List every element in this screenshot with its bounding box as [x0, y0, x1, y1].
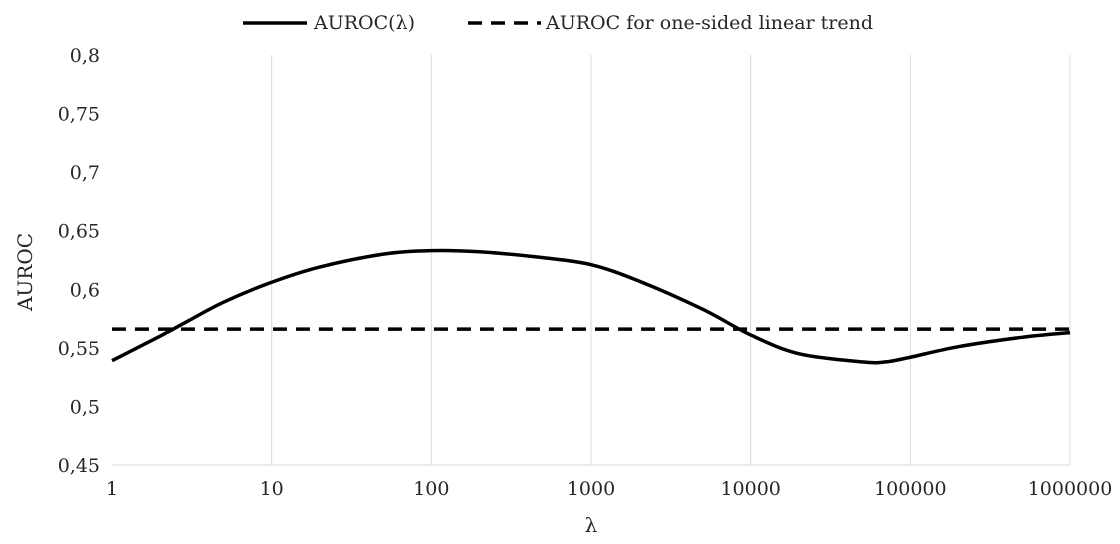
y-tick-label: 0,6 [70, 279, 100, 301]
x-tick-label: 10 [260, 478, 284, 500]
y-axis-title: AUROC [13, 233, 37, 312]
y-tick-label: 0,55 [58, 338, 100, 360]
legend: AUROC(λ) AUROC for one-sided linear tren… [243, 12, 873, 34]
y-tick-label: 0,5 [70, 396, 100, 418]
x-axis-title: λ [585, 513, 598, 537]
y-tick-label: 0,7 [70, 162, 100, 184]
x-tick-label: 1 [106, 478, 118, 500]
x-tick-label: 100 [413, 478, 449, 500]
y-tick-label: 0,8 [70, 45, 100, 67]
x-tick-label: 10000 [720, 478, 780, 500]
x-tick-label: 1000000 [1028, 478, 1113, 500]
x-tick-label: 1000 [567, 478, 615, 500]
y-tick-label: 0,75 [58, 104, 100, 126]
series-line-auroc-lambda [111, 248, 1071, 365]
legend-label-one-sided-trend: AUROC for one-sided linear trend [545, 12, 873, 34]
x-tick-label: 100000 [874, 478, 947, 500]
gridlines [271, 55, 1071, 465]
y-tick-label: 0,45 [58, 455, 100, 477]
x-axis-ticks: 1 10 100 1000 10000 100000 1000000 [106, 478, 1112, 500]
legend-label-auroc-lambda: AUROC(λ) [313, 12, 415, 34]
y-tick-label: 0,65 [58, 221, 100, 243]
y-axis-ticks: 0,45 0,5 0,55 0,6 0,65 0,7 0,75 0,8 [58, 45, 100, 477]
series-layer [111, 248, 1071, 365]
